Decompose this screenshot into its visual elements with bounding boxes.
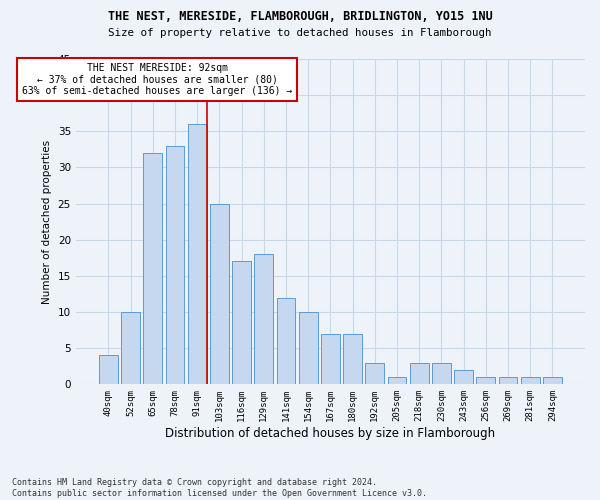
Bar	[166, 146, 184, 384]
Bar	[121, 312, 140, 384]
Bar	[210, 204, 229, 384]
Bar	[232, 262, 251, 384]
Bar	[543, 377, 562, 384]
Bar	[321, 334, 340, 384]
Bar	[254, 254, 273, 384]
Bar	[476, 377, 495, 384]
Bar	[454, 370, 473, 384]
Bar	[188, 124, 206, 384]
Bar	[277, 298, 295, 384]
Text: THE NEST, MERESIDE, FLAMBOROUGH, BRIDLINGTON, YO15 1NU: THE NEST, MERESIDE, FLAMBOROUGH, BRIDLIN…	[107, 10, 493, 23]
Y-axis label: Number of detached properties: Number of detached properties	[42, 140, 52, 304]
Bar	[388, 377, 406, 384]
Text: THE NEST MERESIDE: 92sqm
← 37% of detached houses are smaller (80)
63% of semi-d: THE NEST MERESIDE: 92sqm ← 37% of detach…	[22, 62, 292, 96]
Bar	[143, 153, 162, 384]
Bar	[410, 362, 428, 384]
Bar	[432, 362, 451, 384]
Bar	[499, 377, 517, 384]
Bar	[521, 377, 539, 384]
Text: Contains HM Land Registry data © Crown copyright and database right 2024.
Contai: Contains HM Land Registry data © Crown c…	[12, 478, 427, 498]
Text: Size of property relative to detached houses in Flamborough: Size of property relative to detached ho…	[108, 28, 492, 38]
Bar	[365, 362, 384, 384]
Bar	[299, 312, 317, 384]
Bar	[99, 356, 118, 384]
Bar	[343, 334, 362, 384]
X-axis label: Distribution of detached houses by size in Flamborough: Distribution of detached houses by size …	[166, 427, 496, 440]
